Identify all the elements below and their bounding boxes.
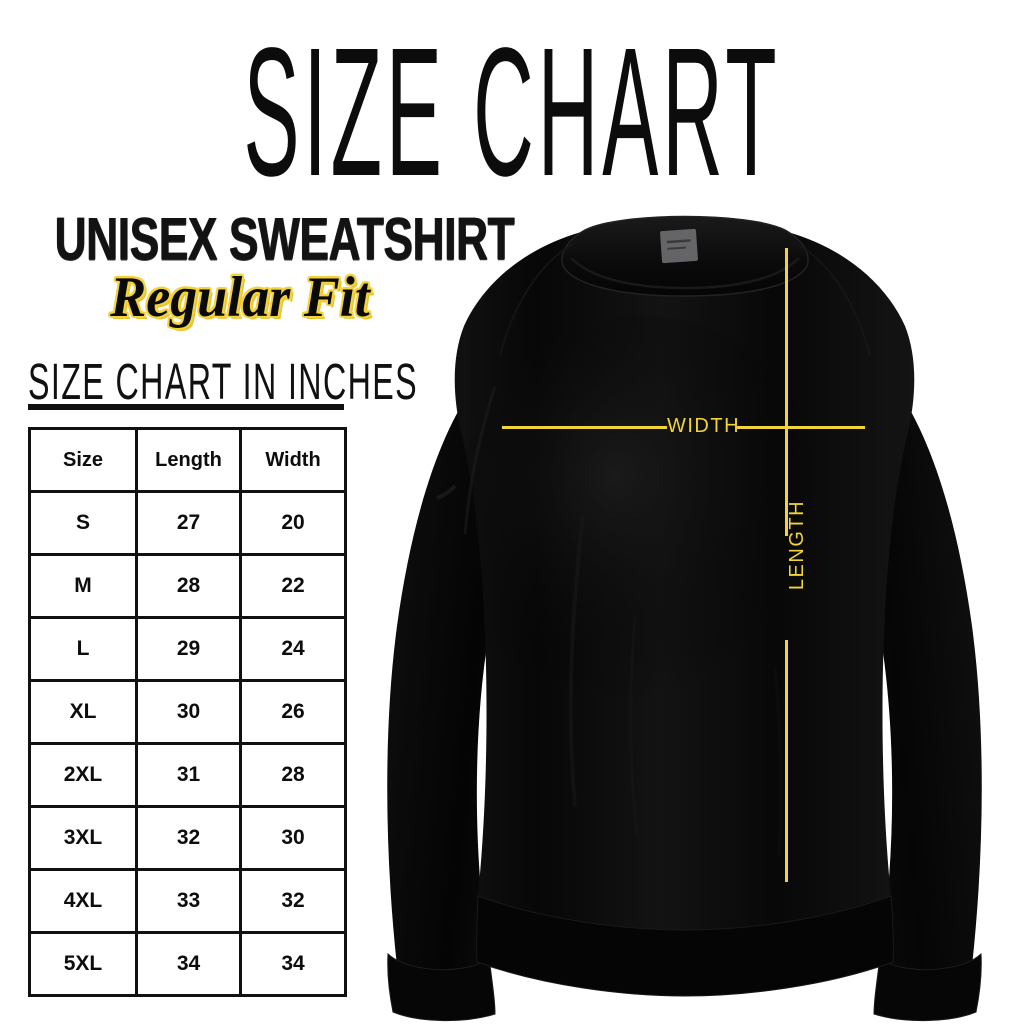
cell-size: 4XL <box>28 868 138 934</box>
body-crease-1 <box>568 515 585 807</box>
cell-width: 20 <box>239 490 347 556</box>
cell-length: 28 <box>135 553 242 619</box>
cell-width: 34 <box>239 931 347 997</box>
cell-length: 27 <box>135 490 242 556</box>
collar-seam <box>570 257 800 290</box>
left-sleeve <box>387 356 581 982</box>
right-sleeve <box>788 356 982 982</box>
table-row: 5XL 34 34 <box>28 931 347 997</box>
right-cuff <box>873 949 982 1022</box>
cell-size: XL <box>28 679 138 745</box>
cell-length: 30 <box>135 679 242 745</box>
brand-tag-text-line-1 <box>666 239 691 244</box>
column-header-size: Size <box>28 427 138 493</box>
body-highlight <box>455 316 835 736</box>
cell-length: 29 <box>135 616 242 682</box>
right-shoulder-seam <box>792 241 871 357</box>
cell-width: 32 <box>239 868 347 934</box>
table-row: 4XL 33 32 <box>28 868 347 934</box>
left-shoulder-seam <box>499 241 578 357</box>
cell-size: M <box>28 553 138 619</box>
cell-width: 30 <box>239 805 347 871</box>
left-sleeve-fold <box>463 385 497 535</box>
cell-size: 3XL <box>28 805 138 871</box>
sweatshirt-graphic <box>387 215 982 1022</box>
left-sleeve-crease <box>436 484 457 500</box>
section-heading: SIZE CHART IN INCHES <box>28 352 419 410</box>
cell-size: S <box>28 490 138 556</box>
cell-length: 32 <box>135 805 242 871</box>
table-row: M 28 22 <box>28 553 347 619</box>
body-crease-2 <box>629 615 639 837</box>
cell-length: 34 <box>135 931 242 997</box>
cell-length: 31 <box>135 742 242 808</box>
section-heading-underline <box>28 404 344 410</box>
brand-tag-icon <box>660 228 698 264</box>
fit-type-heading: Regular Fit <box>110 264 370 329</box>
cell-size: L <box>28 616 138 682</box>
sweatshirt-illustration <box>345 196 1024 1024</box>
cell-width: 22 <box>239 553 347 619</box>
bottom-hem <box>476 895 894 997</box>
brand-tag-text-line-2 <box>667 246 687 250</box>
table-header-row: Size Length Width <box>28 427 347 493</box>
left-cuff <box>387 949 496 1022</box>
cell-width: 28 <box>239 742 347 808</box>
table-row: S 27 20 <box>28 490 347 556</box>
size-table: Size Length Width S 27 20 M 28 22 L 29 2… <box>28 427 347 997</box>
table-row: XL 30 26 <box>28 679 347 745</box>
table-row: L 29 24 <box>28 616 347 682</box>
cell-length: 33 <box>135 868 242 934</box>
cell-size: 5XL <box>28 931 138 997</box>
cell-width: 24 <box>239 616 347 682</box>
cell-width: 26 <box>239 679 347 745</box>
page-title: SIZE CHART <box>243 9 781 214</box>
column-header-width: Width <box>239 427 347 493</box>
cell-size: 2XL <box>28 742 138 808</box>
table-row: 2XL 31 28 <box>28 742 347 808</box>
body-crease-3 <box>773 665 783 857</box>
column-header-length: Length <box>135 427 242 493</box>
table-row: 3XL 32 30 <box>28 805 347 871</box>
